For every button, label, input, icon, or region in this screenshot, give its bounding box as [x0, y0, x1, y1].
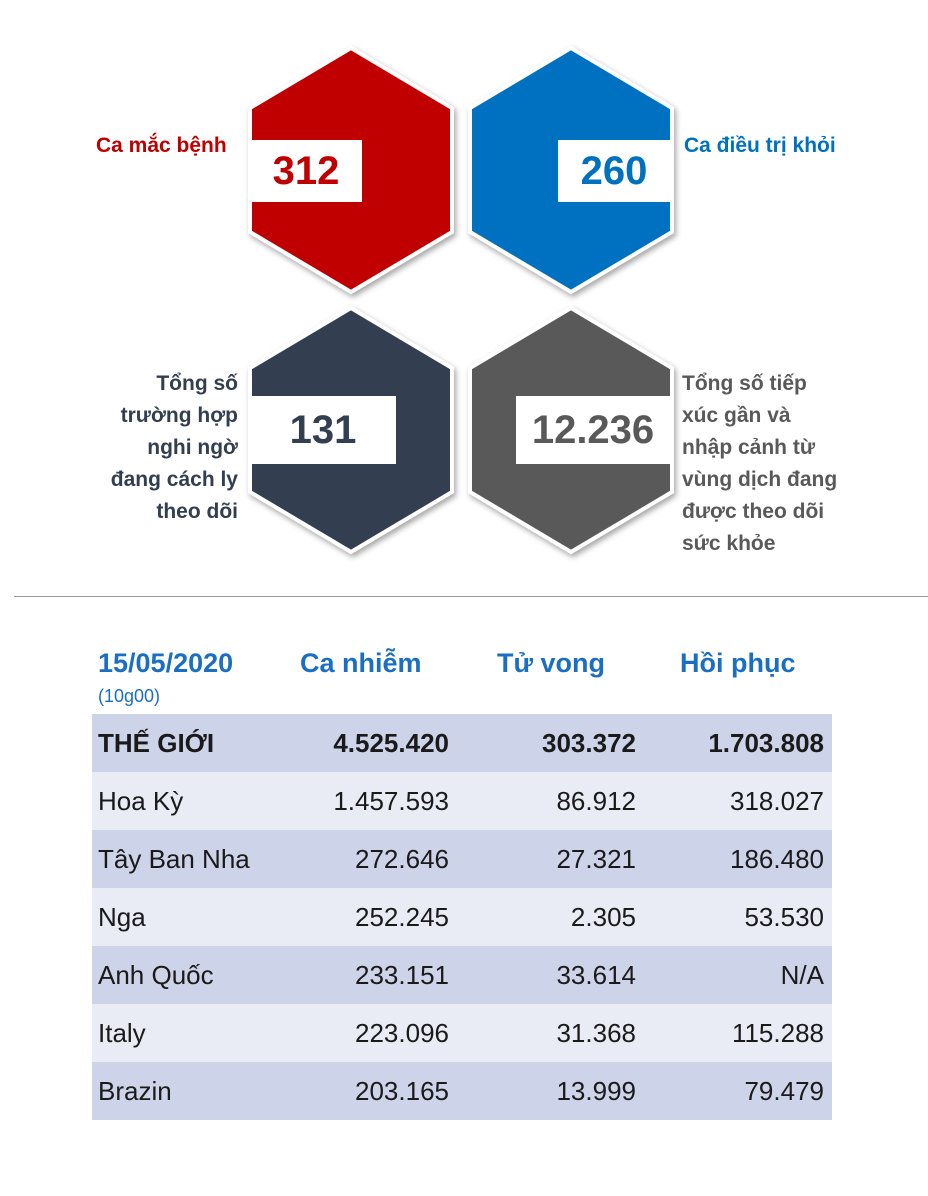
table-row: Nga 252.245 2.305 53.530: [92, 888, 832, 946]
deaths-cell: 13.999: [556, 1076, 636, 1106]
infected-cell: 252.245: [355, 902, 449, 932]
recovered-cell: 186.480: [730, 844, 824, 874]
suspected-label: Tổng số trường hợp nghi ngờ đang cách ly…: [60, 368, 238, 528]
country-cell: Tây Ban Nha: [98, 844, 250, 874]
suspected-hexagon: 131: [246, 304, 456, 556]
deaths-cell: 303.372: [542, 728, 636, 758]
table-row-world: THẾ GIỚI 4.525.420 303.372 1.703.808: [92, 714, 832, 772]
infected-cell: 203.165: [355, 1076, 449, 1106]
country-cell: THẾ GIỚI: [98, 728, 215, 758]
suspected-label-line: đang cách ly: [110, 468, 238, 491]
recovered-cell: 79.479: [744, 1076, 824, 1106]
deaths-cell: 2.305: [570, 902, 636, 932]
country-cell: Anh Quốc: [98, 960, 214, 990]
monitored-value: 12.236: [516, 396, 670, 464]
deaths-cell: 27.321: [556, 844, 636, 874]
infected-cell: 272.646: [355, 844, 449, 874]
table-date: 15/05/2020: [98, 648, 234, 678]
cases-label: Ca mắc bệnh: [96, 134, 227, 157]
table-row: Italy 223.096 31.368 115.288: [92, 1004, 832, 1062]
infected-cell: 1.457.593: [333, 786, 449, 816]
recovered-cell: 318.027: [730, 786, 824, 816]
monitored-hexagon: 12.236: [466, 304, 676, 556]
deaths-cell: 33.614: [556, 960, 636, 990]
monitored-label-line: được theo dõi: [682, 500, 825, 523]
cases-value: 312: [250, 140, 362, 202]
infected-cell: 223.096: [355, 1018, 449, 1048]
country-cell: Nga: [98, 902, 146, 932]
suspected-value: 131: [250, 396, 396, 464]
header-infected: Ca nhiễm: [300, 648, 422, 678]
suspected-label-line: theo dõi: [156, 500, 238, 523]
table-row: Anh Quốc 233.151 33.614 N/A: [92, 946, 832, 1004]
country-cell: Brazin: [98, 1076, 172, 1106]
header-recovered: Hồi phục: [680, 648, 796, 678]
suspected-label-line: trường hợp: [120, 404, 238, 427]
deaths-cell: 31.368: [556, 1018, 636, 1048]
monitored-label-line: sức khỏe: [682, 532, 776, 555]
suspected-label-line: Tổng số: [156, 372, 238, 395]
monitored-label-line: vùng dịch đang: [682, 468, 838, 491]
suspected-label-line: nghi ngờ: [147, 436, 238, 459]
monitored-label-line: nhập cảnh từ: [682, 436, 816, 459]
cases-hexagon: 312: [246, 44, 456, 296]
monitored-label-line: xúc gần và: [682, 404, 791, 427]
deaths-cell: 86.912: [556, 786, 636, 816]
table-row: Brazin 203.165 13.999 79.479: [92, 1062, 832, 1120]
recovered-cell: N/A: [780, 960, 824, 990]
table-row: Tây Ban Nha 272.646 27.321 186.480: [92, 830, 832, 888]
table-row: Hoa Kỳ 1.457.593 86.912 318.027: [92, 772, 832, 830]
table-time: (10g00): [98, 686, 161, 706]
infected-cell: 233.151: [355, 960, 449, 990]
infected-cell: 4.525.420: [333, 728, 449, 758]
recovered-hexagon: 260: [466, 44, 676, 296]
header-deaths: Tử vong: [497, 648, 606, 678]
section-divider: [14, 596, 928, 597]
country-cell: Italy: [98, 1018, 146, 1048]
country-cell: Hoa Kỳ: [98, 786, 184, 816]
recovered-value: 260: [558, 140, 670, 202]
monitored-label-line: Tổng số tiếp: [682, 372, 807, 395]
recovered-label: Ca điều trị khỏi: [684, 134, 836, 157]
recovered-cell: 115.288: [731, 1018, 824, 1048]
recovered-cell: 1.703.808: [708, 728, 824, 758]
recovered-cell: 53.530: [744, 902, 824, 932]
monitored-label: Tổng số tiếp xúc gần và nhập cảnh từ vùn…: [682, 368, 922, 560]
